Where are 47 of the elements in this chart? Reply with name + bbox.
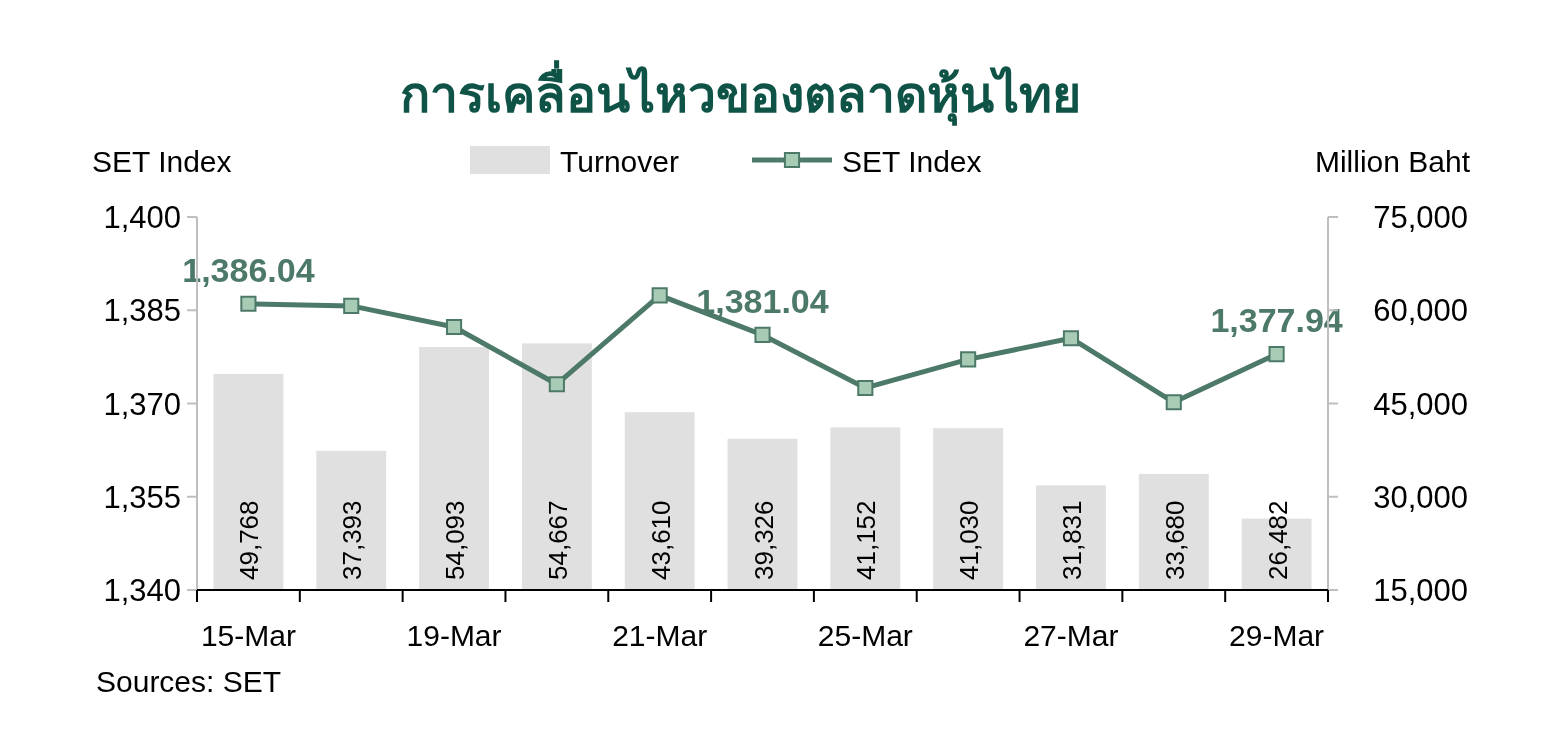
data-label: 49,768: [234, 500, 265, 580]
y-axis-title: SET Index: [92, 145, 232, 178]
data-label: 41,030: [954, 500, 985, 580]
y2-axis-title: Million Baht: [1314, 145, 1471, 178]
y2-tick-label: 75,000: [1373, 200, 1468, 235]
y2-tick-label: 60,000: [1373, 293, 1468, 329]
x-tick-label: 25-Mar: [817, 619, 913, 652]
x-tick-label: 27-Mar: [1023, 619, 1119, 652]
y-tick-label: 1,370: [103, 386, 181, 422]
data-label: 31,831: [1056, 500, 1087, 580]
data-label: 54,093: [440, 500, 471, 580]
data-label: 37,393: [337, 500, 368, 580]
point: [754, 326, 771, 343]
legend-label: SET Index: [842, 145, 982, 178]
data-label: 41,152: [851, 500, 882, 580]
data-label: 43,610: [645, 500, 676, 580]
y2-tick-label: 15,000: [1373, 573, 1468, 608]
legend-label: Turnover: [560, 145, 679, 178]
chart-title: การเคลื่อนไหวของตลาดหุ้นไทย: [399, 60, 1081, 126]
data-label: 54,667: [542, 500, 573, 580]
x-tick-label: 29-Mar: [1229, 619, 1325, 652]
source-note: Sources: SET: [96, 665, 282, 698]
point: [651, 287, 668, 304]
y2-tick-label: 30,000: [1373, 479, 1468, 515]
y-tick-label: 1,340: [103, 573, 181, 608]
data-label: 33,680: [1159, 500, 1190, 580]
x-tick-label: 19-Mar: [406, 619, 502, 652]
data-label: 1,386.04: [182, 250, 315, 289]
data-label: 1,381.04: [696, 281, 829, 320]
point: [445, 318, 463, 336]
point: [240, 295, 257, 312]
point: [857, 379, 874, 397]
data-label: 1,377.94: [1210, 301, 1343, 340]
x-tick-label: 21-Mar: [612, 619, 708, 652]
y-tick-label: 1,355: [103, 479, 181, 515]
point: [1268, 346, 1285, 363]
point: [548, 376, 565, 393]
point: [343, 297, 360, 314]
y2-tick-label: 45,000: [1373, 386, 1468, 422]
point: [1062, 330, 1080, 347]
y-tick-label: 1,385: [103, 293, 181, 329]
point: [1165, 394, 1182, 411]
data-label: 39,326: [748, 500, 779, 580]
point: [960, 351, 977, 368]
x-tick-label: 15-Mar: [200, 619, 296, 652]
y-tick-label: 1,400: [103, 200, 181, 235]
data-label: 26,482: [1262, 500, 1293, 580]
